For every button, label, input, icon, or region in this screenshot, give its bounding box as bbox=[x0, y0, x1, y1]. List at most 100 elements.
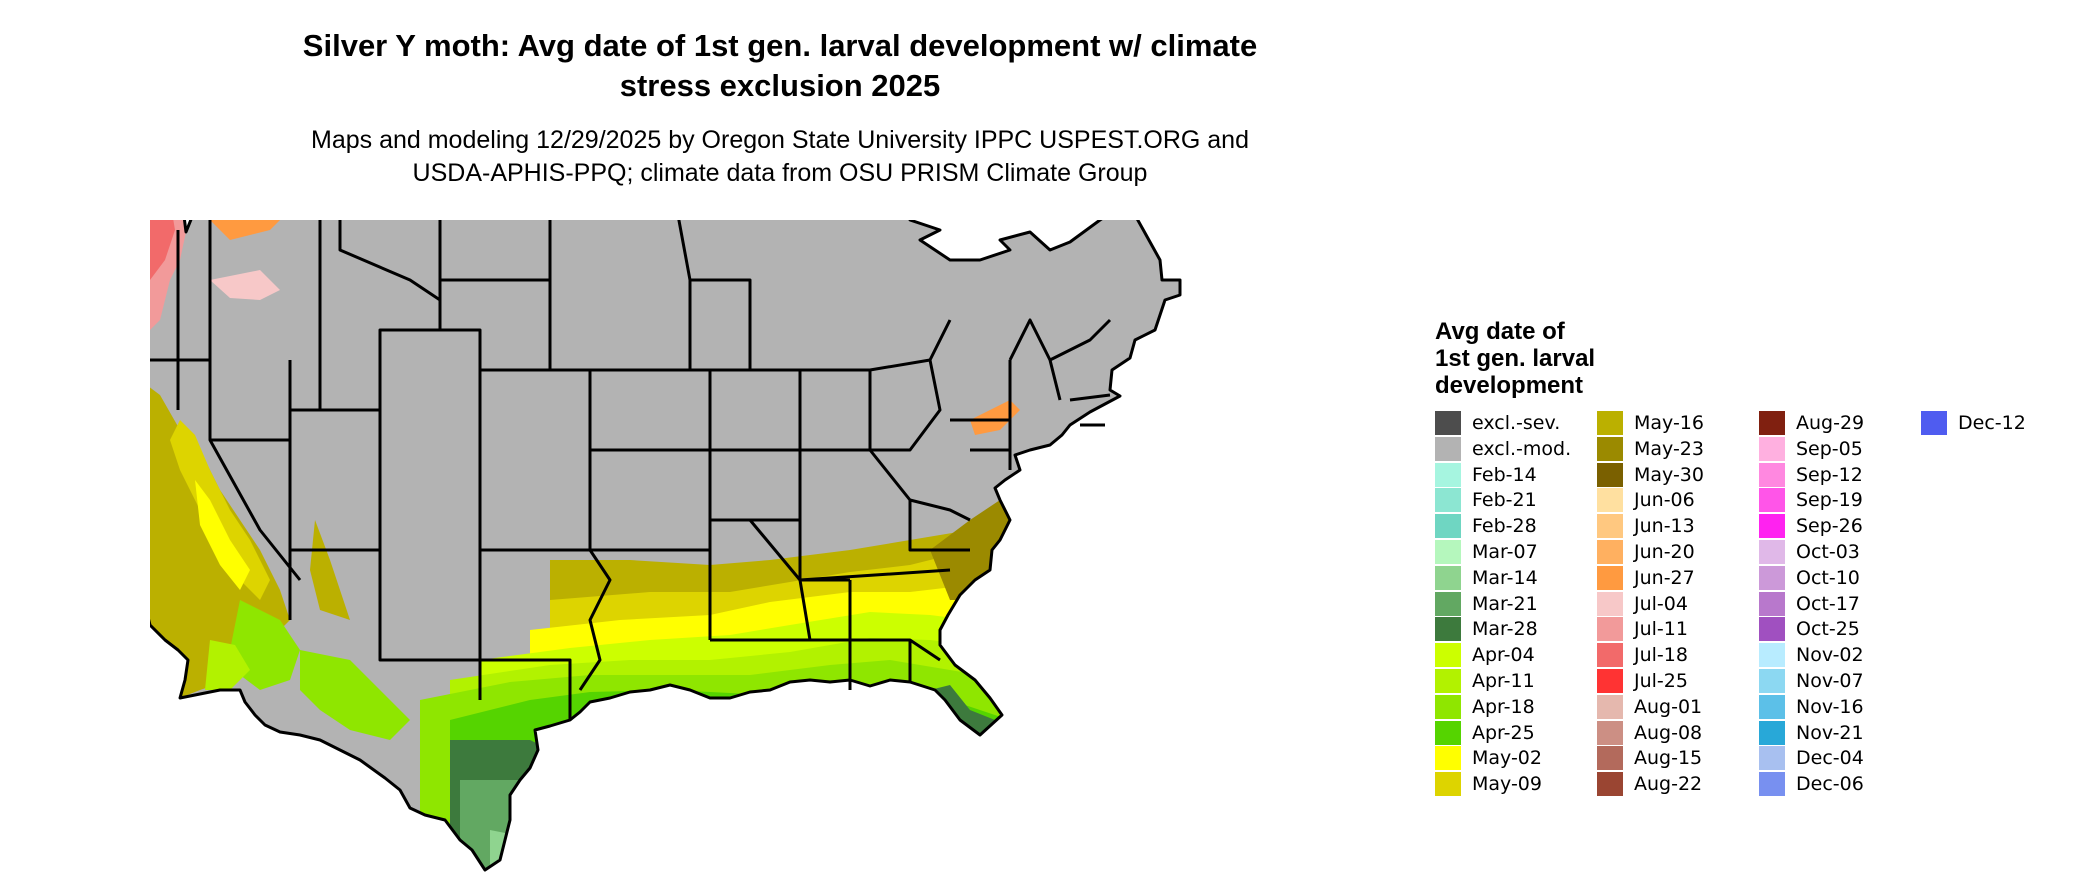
legend-swatch bbox=[1597, 539, 1623, 564]
legend-label: Nov-02 bbox=[1796, 644, 1864, 667]
legend-label: Jul-25 bbox=[1634, 669, 1688, 692]
legend-swatch bbox=[1435, 694, 1461, 719]
legend-title-line-1: Avg date of bbox=[1435, 318, 1565, 345]
legend-swatch bbox=[1435, 436, 1461, 461]
legend-label: Aug-01 bbox=[1634, 695, 1703, 718]
map-clipped-layer bbox=[150, 220, 1180, 870]
band-mar-14-florida bbox=[940, 750, 995, 870]
band-feb-21-florida bbox=[955, 815, 1005, 870]
legend-title-line-3: development bbox=[1435, 372, 1584, 399]
legend-label: May-09 bbox=[1472, 773, 1542, 796]
legend-label: Dec-12 bbox=[1958, 412, 2026, 434]
legend-label: Jun-13 bbox=[1634, 515, 1695, 538]
title-line-2: stress exclusion 2025 bbox=[619, 68, 941, 103]
legend-swatch bbox=[1597, 746, 1623, 771]
legend-label: Feb-21 bbox=[1472, 489, 1537, 512]
legend-label: Jun-06 bbox=[1634, 489, 1695, 512]
legend-swatch bbox=[1597, 668, 1623, 693]
legend-label: Jul-11 bbox=[1634, 618, 1688, 641]
legend-label: May-16 bbox=[1634, 412, 1704, 434]
legend-swatch bbox=[1759, 591, 1785, 616]
legend-title-line-2: 1st gen. larval bbox=[1435, 345, 1596, 372]
legend-label: Dec-04 bbox=[1796, 747, 1864, 770]
state-border-line bbox=[208, 360, 292, 620]
legend-swatch bbox=[1435, 488, 1461, 513]
legend-swatch bbox=[1435, 668, 1461, 693]
legend-label: Oct-17 bbox=[1796, 592, 1860, 615]
state-border-line bbox=[1008, 318, 1112, 401]
band-may-02-carolina bbox=[990, 550, 1020, 620]
legend-label: Jul-18 bbox=[1634, 644, 1688, 667]
band-apr-25 bbox=[450, 686, 1010, 870]
band-mar-07-texas bbox=[500, 860, 530, 870]
state-border-line bbox=[950, 360, 1012, 470]
legend-swatch bbox=[1435, 591, 1461, 616]
band-may-16-nevada bbox=[310, 520, 350, 620]
legend-swatch bbox=[1597, 617, 1623, 642]
legend-label: Mar-28 bbox=[1472, 618, 1538, 641]
legend-swatch bbox=[1597, 462, 1623, 487]
legend-swatch bbox=[1759, 462, 1785, 487]
map-legend: Avg date of 1st gen. larval development … bbox=[1435, 318, 2075, 818]
legend-label: Jul-04 bbox=[1634, 592, 1688, 615]
band-mar-07-florida bbox=[950, 785, 1000, 870]
band-may-09-california bbox=[170, 420, 270, 600]
legend-label: Nov-16 bbox=[1796, 695, 1864, 718]
legend-swatch bbox=[1435, 772, 1461, 797]
legend-swatch bbox=[1597, 565, 1623, 590]
state-border-line bbox=[440, 220, 552, 370]
legend-label: Dec-06 bbox=[1796, 773, 1864, 796]
legend-swatch bbox=[1759, 643, 1785, 668]
state-borders bbox=[150, 220, 1182, 872]
title-line-1: Silver Y moth: Avg date of 1st gen. larv… bbox=[302, 28, 1258, 63]
legend-label: Sep-12 bbox=[1796, 463, 1863, 486]
legend-label: Sep-05 bbox=[1796, 437, 1863, 460]
legend-swatch bbox=[1759, 436, 1785, 461]
state-border-line bbox=[590, 220, 752, 372]
legend-swatch bbox=[1921, 411, 1947, 435]
legend-label: excl.-sev. bbox=[1472, 412, 1561, 434]
legend-label: Aug-29 bbox=[1796, 412, 1865, 434]
legend-swatch bbox=[1597, 772, 1623, 797]
legend-label: Apr-04 bbox=[1472, 644, 1535, 667]
legend-swatch bbox=[1435, 411, 1461, 435]
state-border-line bbox=[869, 319, 952, 452]
band-jun-27-wa bbox=[190, 220, 290, 240]
band-apr-11-socal bbox=[205, 640, 250, 690]
legend-swatch bbox=[1435, 643, 1461, 668]
legend-swatch bbox=[1597, 436, 1623, 461]
legend-label: May-02 bbox=[1472, 747, 1542, 770]
legend-label: Jun-20 bbox=[1634, 540, 1695, 563]
legend-swatch bbox=[1759, 539, 1785, 564]
legend-label: Oct-03 bbox=[1796, 540, 1860, 563]
band-mar-21-texas bbox=[460, 780, 590, 870]
legend-title: Avg date of 1st gen. larval development bbox=[1435, 318, 1595, 399]
legend-label: Aug-15 bbox=[1634, 747, 1703, 770]
legend-swatch bbox=[1597, 643, 1623, 668]
state-border-line bbox=[290, 220, 382, 552]
legend-label: Feb-28 bbox=[1472, 515, 1537, 538]
subtitle-line-1: Maps and modeling 12/29/2025 by Oregon S… bbox=[311, 126, 1249, 154]
map-body bbox=[150, 220, 1180, 870]
legend-label: Sep-19 bbox=[1796, 489, 1863, 512]
us-map bbox=[150, 220, 1182, 872]
state-border-line bbox=[799, 568, 951, 682]
legend-label: Aug-08 bbox=[1634, 721, 1703, 744]
legend-label: Feb-14 bbox=[1472, 463, 1537, 486]
legend-label: Oct-10 bbox=[1796, 566, 1860, 589]
excluded-area bbox=[150, 220, 1180, 870]
legend-swatch bbox=[1597, 411, 1623, 435]
legend-swatch bbox=[1759, 694, 1785, 719]
legend-label: Oct-25 bbox=[1796, 618, 1860, 641]
map-title: Silver Y moth: Avg date of 1st gen. larv… bbox=[200, 26, 1360, 106]
band-mar-14-texas bbox=[490, 830, 550, 870]
legend-swatch bbox=[1435, 514, 1461, 539]
legend-swatch bbox=[1597, 488, 1623, 513]
band-may-23-midatlantic bbox=[930, 480, 1020, 600]
legend-swatch bbox=[1435, 720, 1461, 745]
band-apr-18-arizona bbox=[300, 650, 410, 740]
legend-swatch bbox=[1759, 514, 1785, 539]
legend-label: Apr-11 bbox=[1472, 669, 1535, 692]
legend-label: Mar-21 bbox=[1472, 592, 1538, 615]
band-mar-28-louisiana bbox=[710, 750, 762, 790]
